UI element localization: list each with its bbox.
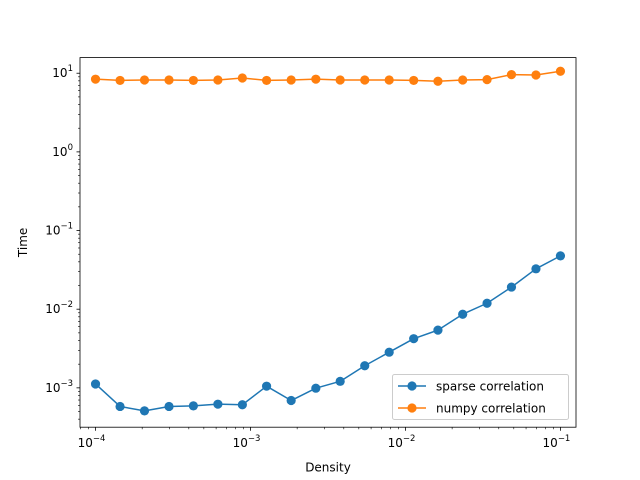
- plot-frame: [79, 57, 577, 428]
- data-point-numpy-correlation: [164, 75, 174, 85]
- data-point-numpy-correlation: [482, 74, 492, 85]
- data-point-numpy-correlation: [90, 74, 101, 84]
- data-point-sparse-correlation: [555, 251, 566, 261]
- data-point-sparse-correlation: [188, 401, 198, 411]
- data-point-sparse-correlation: [286, 395, 296, 406]
- legend-box: [392, 374, 569, 420]
- data-point-sparse-correlation: [531, 264, 541, 274]
- y-tick-label: 10−1: [45, 222, 73, 238]
- data-point-sparse-correlation: [409, 334, 419, 344]
- legend-label-numpy: numpy correlation: [436, 402, 546, 416]
- x-tick-label: 10−3: [233, 434, 261, 450]
- legend-marker-sparse: [407, 381, 417, 391]
- data-point-sparse-correlation: [139, 406, 150, 416]
- data-point-numpy-correlation: [213, 75, 223, 85]
- data-point-numpy-correlation: [237, 73, 247, 83]
- data-point-numpy-correlation: [433, 76, 443, 86]
- data-point-sparse-correlation: [433, 325, 443, 335]
- data-point-numpy-correlation: [409, 75, 419, 86]
- data-point-sparse-correlation: [458, 309, 468, 319]
- y-tick-label: 10−2: [45, 300, 73, 316]
- data-point-sparse-correlation: [213, 399, 223, 409]
- data-point-numpy-correlation: [286, 75, 296, 85]
- y-tick-label: 10−3: [45, 379, 73, 395]
- x-tick-label: 10−1: [543, 434, 571, 450]
- data-point-numpy-correlation: [188, 75, 198, 86]
- y-axis-label: Time: [16, 228, 30, 258]
- data-point-sparse-correlation: [360, 361, 370, 371]
- data-point-sparse-correlation: [506, 282, 517, 292]
- data-point-numpy-correlation: [139, 75, 150, 85]
- data-point-numpy-correlation: [506, 70, 517, 80]
- data-point-numpy-correlation: [311, 74, 321, 84]
- x-axis-label: Density: [305, 461, 351, 475]
- x-tick-label: 10−2: [388, 434, 416, 450]
- data-point-sparse-correlation: [384, 347, 394, 357]
- series-layer: [90, 66, 566, 416]
- data-point-numpy-correlation: [384, 75, 394, 85]
- data-point-numpy-correlation: [531, 70, 541, 80]
- y-tick-label: 101: [52, 64, 73, 80]
- y-tick-label: 100: [52, 143, 73, 159]
- data-point-sparse-correlation: [237, 400, 247, 410]
- data-point-numpy-correlation: [458, 75, 468, 85]
- series-numpy-correlation: [90, 66, 566, 86]
- data-point-numpy-correlation: [261, 75, 272, 86]
- data-point-numpy-correlation: [360, 75, 370, 85]
- data-point-sparse-correlation: [335, 376, 345, 386]
- legend-marker-numpy: [407, 403, 417, 413]
- data-point-numpy-correlation: [335, 75, 345, 85]
- data-point-numpy-correlation: [115, 75, 125, 86]
- x-tick-label: 10−4: [78, 434, 106, 450]
- data-point-sparse-correlation: [164, 401, 174, 412]
- data-point-sparse-correlation: [261, 381, 272, 391]
- legend-label-sparse: sparse correlation: [436, 380, 544, 394]
- series-sparse-correlation: [90, 251, 566, 416]
- data-point-sparse-correlation: [311, 383, 321, 393]
- data-point-sparse-correlation: [115, 401, 125, 412]
- data-point-numpy-correlation: [555, 66, 566, 76]
- data-point-sparse-correlation: [90, 379, 101, 389]
- data-point-sparse-correlation: [482, 298, 492, 308]
- legend: sparse correlation numpy correlation: [392, 374, 569, 420]
